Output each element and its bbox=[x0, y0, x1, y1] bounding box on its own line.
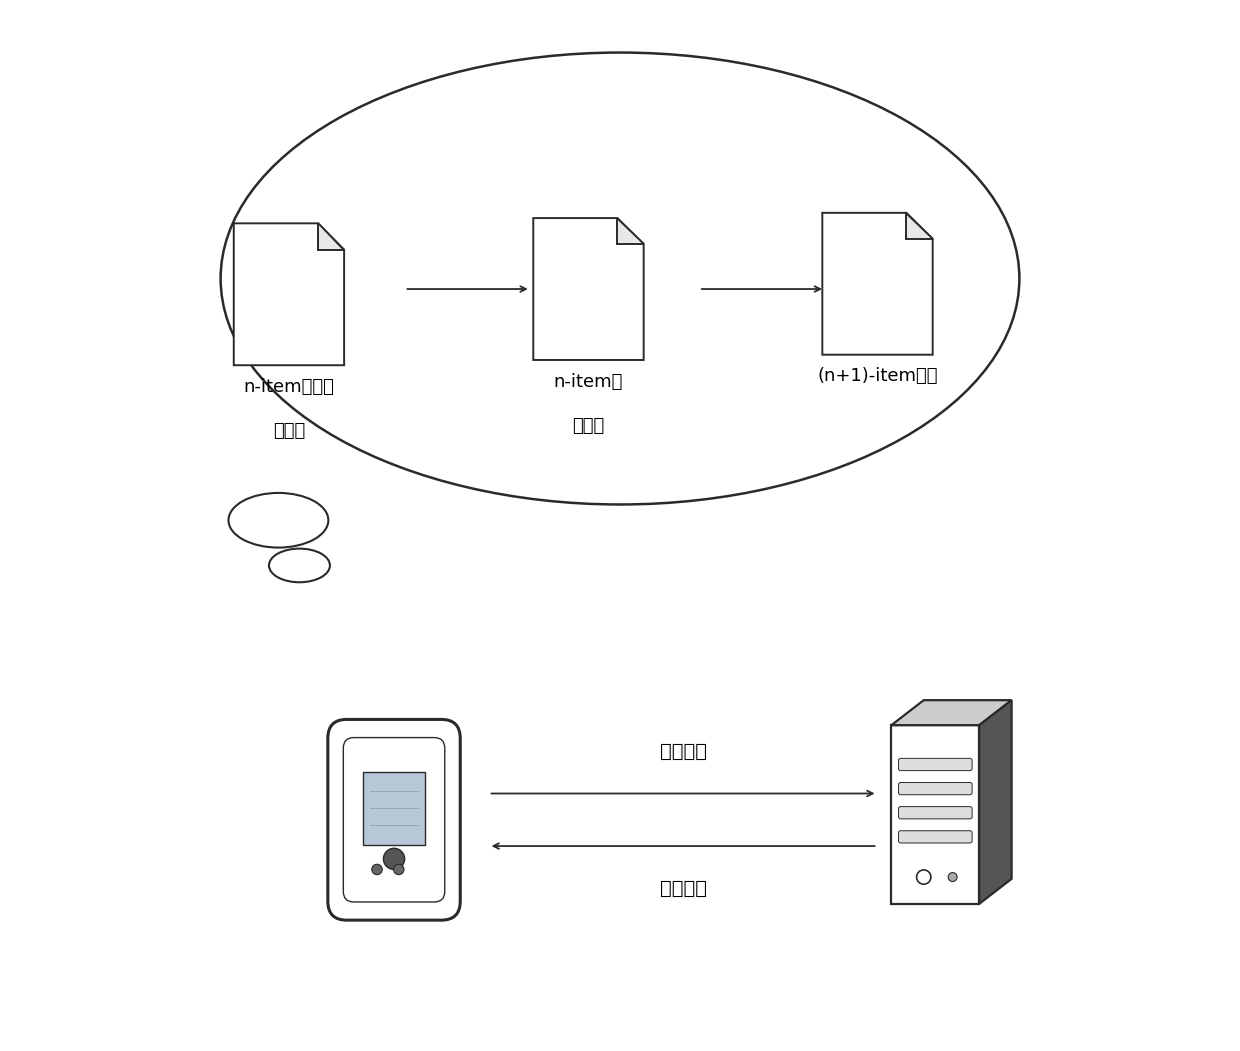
FancyBboxPatch shape bbox=[362, 772, 425, 845]
FancyBboxPatch shape bbox=[899, 783, 972, 795]
Text: n-item序: n-item序 bbox=[554, 373, 624, 391]
Polygon shape bbox=[618, 218, 644, 245]
Ellipse shape bbox=[269, 549, 330, 582]
Circle shape bbox=[383, 848, 404, 869]
Polygon shape bbox=[533, 218, 644, 359]
Circle shape bbox=[393, 864, 404, 874]
Polygon shape bbox=[980, 700, 1012, 904]
FancyBboxPatch shape bbox=[343, 738, 445, 902]
Ellipse shape bbox=[228, 493, 329, 548]
Polygon shape bbox=[822, 212, 932, 354]
FancyBboxPatch shape bbox=[327, 719, 460, 921]
Polygon shape bbox=[234, 223, 345, 366]
Text: n-item序列出: n-item序列出 bbox=[243, 378, 335, 396]
Polygon shape bbox=[906, 212, 932, 240]
Ellipse shape bbox=[221, 53, 1019, 504]
Text: 序列文件: 序列文件 bbox=[660, 879, 707, 898]
Text: 序列文件: 序列文件 bbox=[660, 742, 707, 761]
Polygon shape bbox=[892, 725, 980, 904]
Circle shape bbox=[372, 864, 382, 874]
FancyBboxPatch shape bbox=[899, 759, 972, 770]
Text: 现次数: 现次数 bbox=[273, 423, 305, 440]
Polygon shape bbox=[892, 700, 1012, 725]
Text: (n+1)-item序列: (n+1)-item序列 bbox=[817, 368, 937, 386]
Polygon shape bbox=[317, 223, 345, 250]
Circle shape bbox=[949, 872, 957, 882]
FancyBboxPatch shape bbox=[899, 806, 972, 819]
FancyBboxPatch shape bbox=[899, 830, 972, 843]
Text: 列集合: 列集合 bbox=[573, 417, 605, 435]
